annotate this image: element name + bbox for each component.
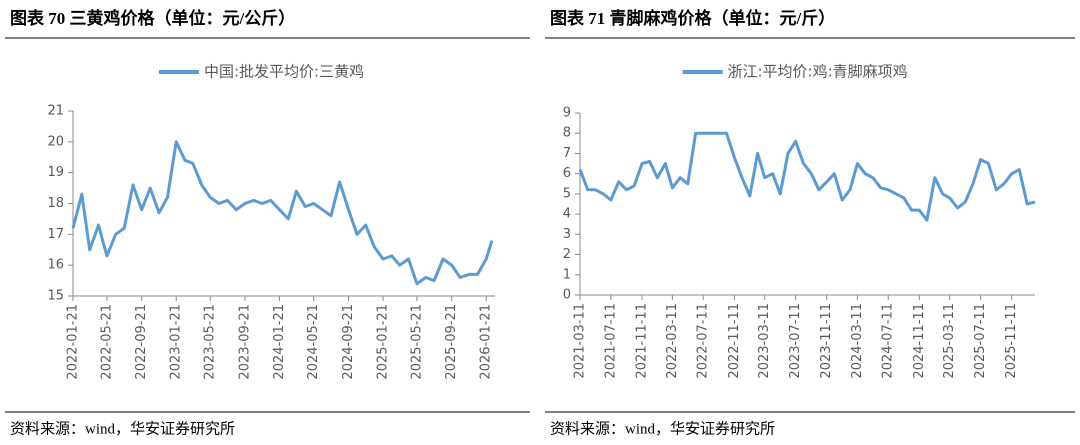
x-tick-label: 2021-07-11 — [603, 303, 618, 379]
y-tick-label: 20 — [47, 134, 64, 149]
x-tick-label: 2023-01-21 — [169, 304, 184, 380]
y-tick-label: 3 — [563, 227, 571, 242]
x-tick-label: 2024-07-11 — [881, 303, 896, 379]
x-tick-label: 2022-05-21 — [99, 304, 114, 380]
x-tick-label: 2023-11-11 — [819, 303, 834, 379]
source-note: 资料来源：wind，华安证券研究所 — [550, 420, 775, 437]
figure-title: 图表 71 青脚麻鸡价格（单位：元/斤） — [550, 8, 835, 28]
y-tick-label: 15 — [47, 289, 64, 304]
y-tick-label: 16 — [47, 258, 64, 273]
x-tick-label: 2023-03-11 — [757, 303, 772, 379]
x-tick-label: 2024-05-21 — [306, 304, 321, 380]
x-tick-label: 2022-03-11 — [665, 303, 680, 379]
x-tick-label: 2026-01-21 — [479, 304, 494, 380]
y-tick-label: 9 — [563, 106, 571, 121]
series-line — [578, 131, 1036, 222]
legend-label: 浙江:平均价:鸡:青脚麻项鸡 — [728, 63, 908, 81]
y-tick-label: 7 — [563, 146, 571, 161]
x-tick-label: 2023-05-21 — [203, 304, 218, 380]
x-tick-label: 2022-09-21 — [134, 304, 149, 380]
figure-title: 图表 70 三黄鸡价格（单位：元/公斤） — [10, 8, 295, 28]
x-tick-label: 2021-11-11 — [634, 303, 649, 379]
x-tick-label: 2022-11-11 — [727, 303, 742, 379]
legend-label: 中国:批发平均价:三黄鸡 — [204, 63, 364, 81]
y-tick-label: 4 — [563, 207, 571, 222]
y-tick-label: 0 — [563, 288, 571, 303]
y-tick-label: 8 — [563, 126, 571, 141]
y-tick-label: 18 — [47, 196, 64, 211]
x-tick-label: 2024-03-11 — [850, 303, 865, 379]
y-tick-label: 5 — [563, 186, 571, 201]
y-tick-label: 6 — [563, 166, 571, 181]
x-tick-label: 2025-03-11 — [942, 303, 957, 379]
y-tick-label: 19 — [47, 165, 64, 180]
x-tick-label: 2023-09-21 — [237, 304, 252, 380]
series-line — [71, 140, 494, 286]
x-tick-label: 2024-01-21 — [272, 304, 287, 380]
y-tick-label: 1 — [563, 267, 571, 282]
x-tick-label: 2022-01-21 — [66, 304, 81, 380]
x-tick-label: 2025-09-21 — [444, 304, 459, 380]
x-tick-label: 2025-05-21 — [409, 304, 424, 380]
x-tick-label: 2025-11-11 — [1004, 303, 1019, 379]
x-tick-label: 2021-03-11 — [573, 303, 588, 379]
x-tick-label: 2024-11-11 — [912, 303, 927, 379]
y-tick-label: 21 — [47, 104, 64, 119]
x-tick-label: 2025-07-11 — [973, 303, 988, 379]
x-tick-label: 2025-01-21 — [375, 304, 390, 380]
y-tick-label: 17 — [47, 227, 64, 242]
x-tick-label: 2023-07-11 — [788, 303, 803, 379]
x-tick-label: 2024-09-21 — [341, 304, 356, 380]
source-note: 资料来源：wind，华安证券研究所 — [10, 420, 235, 437]
x-tick-label: 2022-07-11 — [696, 303, 711, 379]
y-tick-label: 2 — [563, 247, 571, 262]
